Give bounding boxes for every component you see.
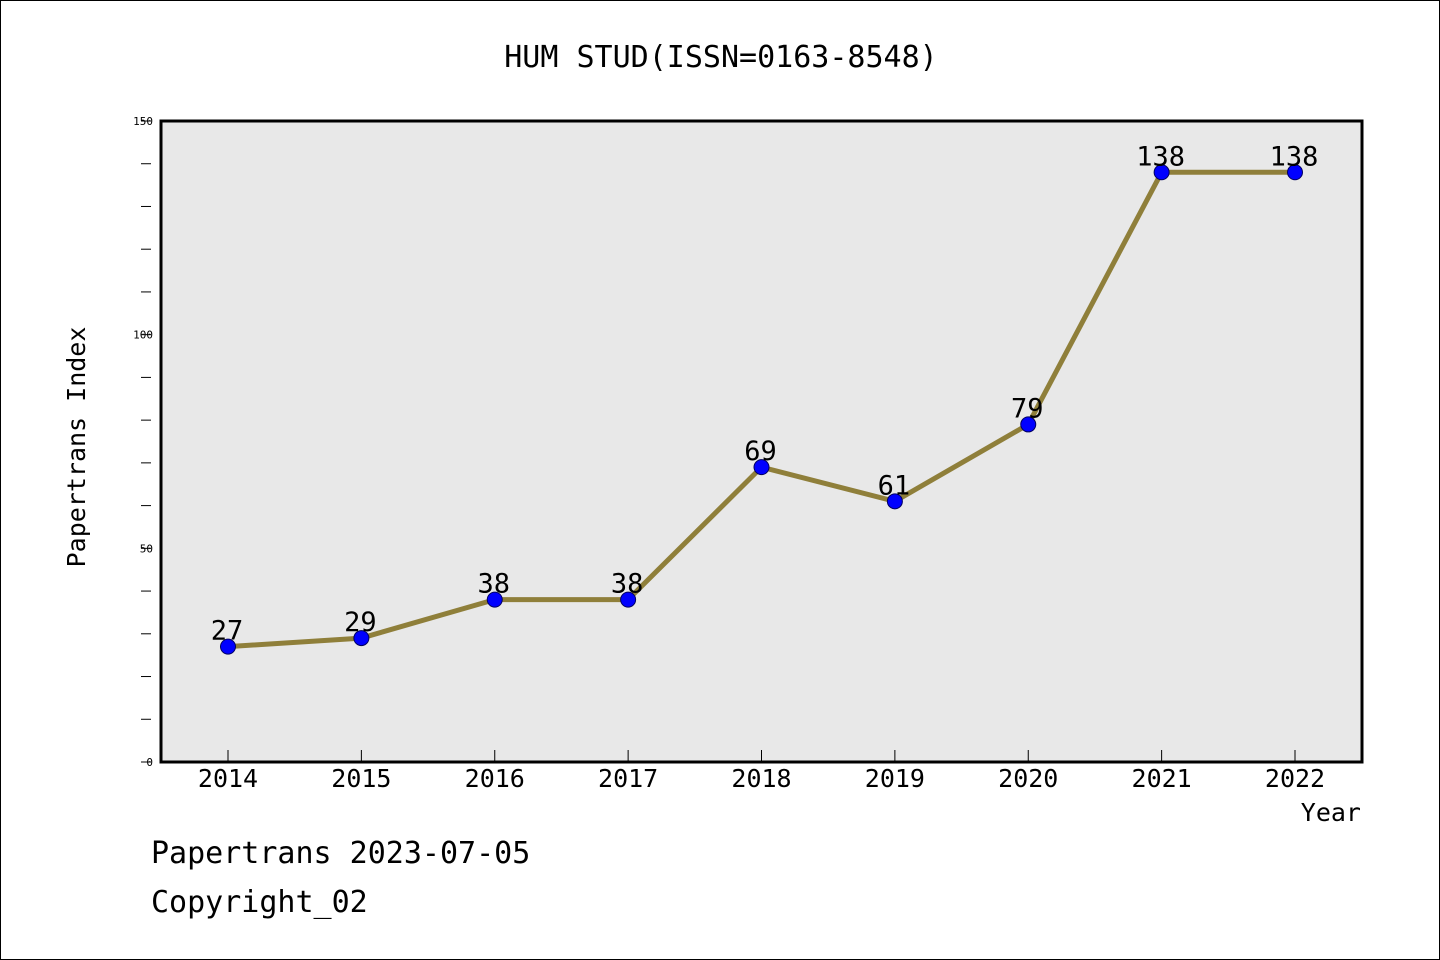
y-tick-label: 150: [133, 115, 153, 128]
data-point: [1153, 164, 1170, 181]
y-tick-label: 0: [146, 756, 153, 769]
data-point: [486, 591, 503, 608]
data-label: 61: [878, 470, 911, 501]
x-axis: 2014 2015 2016 2017 2018 2019 2020 2021 2022: [198, 750, 1325, 793]
x-tick-label: 2022: [1265, 764, 1325, 793]
data-point: [753, 459, 770, 476]
x-tick-label: 2015: [331, 764, 391, 793]
data-point: [1287, 164, 1303, 181]
y-axis-label: Papertrans Index: [62, 327, 91, 568]
data-label: 138: [1270, 141, 1319, 172]
y-tick-label: 100: [133, 329, 153, 342]
data-label: 69: [744, 436, 777, 467]
data-point: [620, 591, 637, 608]
data-label: 138: [1136, 141, 1185, 172]
data-label: 27: [211, 616, 244, 647]
x-tick-label: 2018: [731, 764, 791, 793]
x-tick-label: 2014: [198, 764, 258, 793]
data-label: 29: [344, 607, 377, 638]
footer-copyright: Copyright_02: [151, 885, 368, 920]
x-axis-label: Year: [1301, 798, 1361, 827]
data-point: [886, 493, 903, 510]
x-tick-label: 2019: [865, 764, 925, 793]
data-point: [220, 638, 236, 655]
series-layer: 27 29 38 38 69 61 79 138 138: [211, 141, 1319, 655]
data-label: 38: [611, 569, 644, 600]
plot-area: [159, 119, 1364, 764]
chart-title: HUM STUD(ISSN=0163-8548): [504, 40, 937, 75]
x-tick-label: 2016: [465, 764, 525, 793]
data-point: [1020, 416, 1037, 433]
x-tick-label: 2020: [998, 764, 1058, 793]
data-label: 38: [477, 569, 510, 600]
x-tick-label: 2017: [598, 764, 658, 793]
footer-date: Papertrans 2023-07-05: [151, 836, 531, 871]
y-axis: 0 50 100 150: [133, 115, 153, 769]
data-label: 79: [1011, 393, 1044, 424]
data-point: [353, 630, 370, 647]
y-tick-label: 50: [140, 542, 153, 555]
x-tick-label: 2021: [1132, 764, 1192, 793]
